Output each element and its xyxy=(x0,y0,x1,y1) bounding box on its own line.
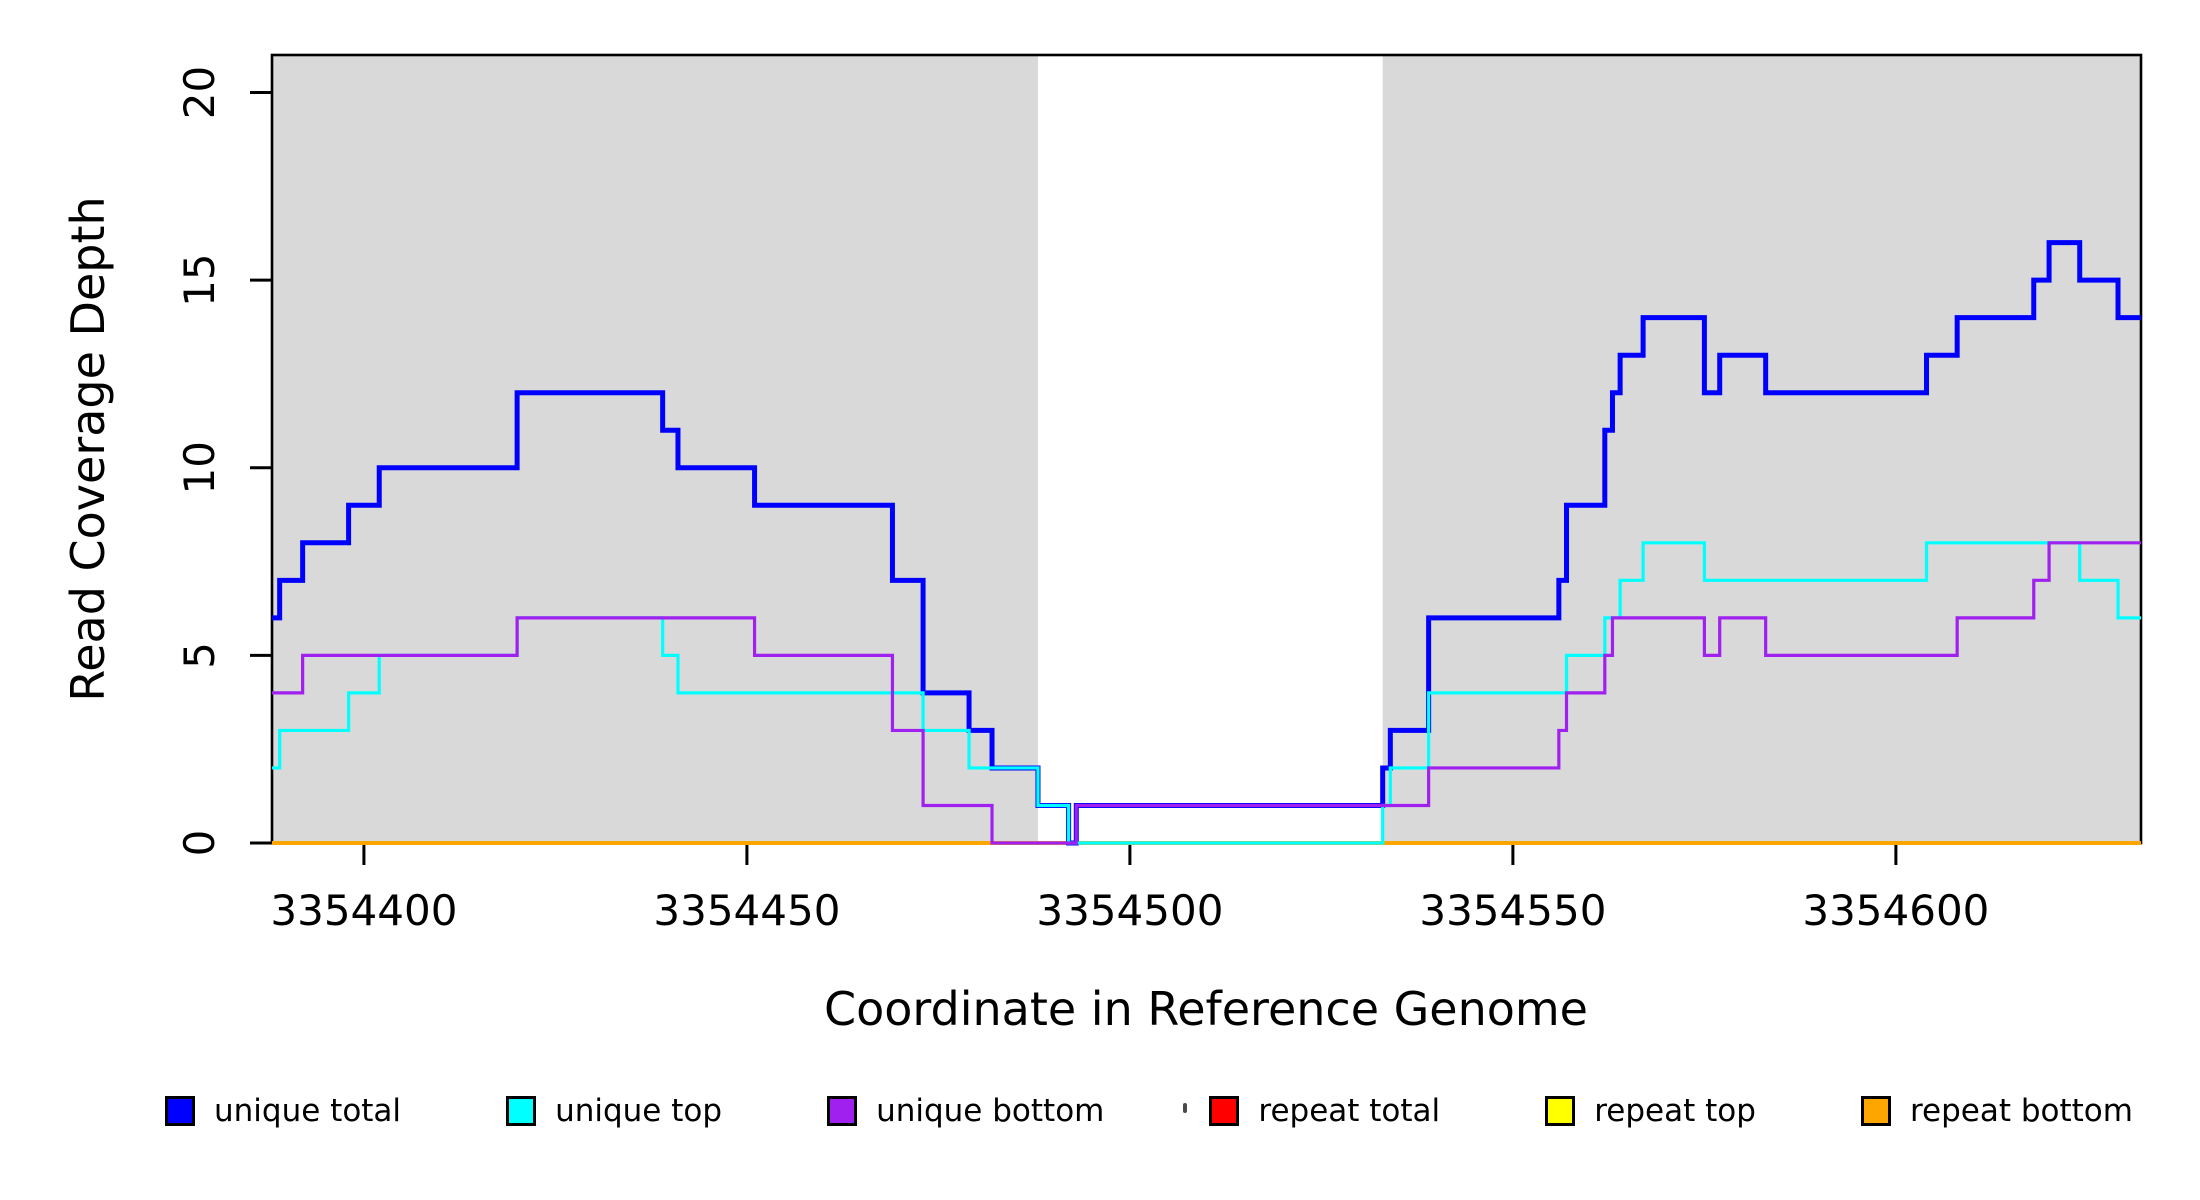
legend-item-unique-total: unique total xyxy=(165,1093,401,1129)
y-axis-tick-label: 20 xyxy=(175,66,224,119)
x-axis-tick-label: 3354600 xyxy=(1802,886,1989,935)
legend-label: unique total xyxy=(214,1093,402,1129)
series-line-unique-bottom xyxy=(272,541,2141,845)
legend-swatch-icon xyxy=(1209,1096,1240,1126)
legend-swatch-icon xyxy=(827,1096,858,1126)
y-axis-tick-label: 10 xyxy=(175,441,224,494)
x-axis-tick-label: 3354550 xyxy=(1419,886,1606,935)
legend-label: repeat total xyxy=(1258,1093,1441,1129)
x-axis-tick-label: 3354500 xyxy=(1036,886,1223,935)
legend-item-unique-top: unique top xyxy=(506,1093,722,1129)
x-axis-tick-label: 3354450 xyxy=(653,886,840,935)
y-axis-tick-label: 15 xyxy=(175,253,224,306)
x-axis-title: Coordinate in Reference Genome xyxy=(824,982,1588,1036)
y-axis-tick-label: 5 xyxy=(175,642,224,669)
legend-item-repeat-total: repeat total xyxy=(1209,1093,1440,1129)
covered-region-highlight xyxy=(1382,55,2141,843)
legend-item-unique-bottom: unique bottom xyxy=(827,1093,1104,1129)
y-axis-tick-label: 0 xyxy=(175,830,224,857)
x-axis-tick-label: 3354400 xyxy=(270,886,457,935)
legend-label: repeat top xyxy=(1594,1093,1756,1129)
legend-swatch-icon xyxy=(1860,1096,1891,1126)
legend-swatch-icon xyxy=(165,1096,195,1126)
covered-region-highlight xyxy=(272,55,1038,843)
legend-item-repeat-bottom: repeat bottom xyxy=(1860,1093,2133,1129)
legend-label: repeat bottom xyxy=(1909,1093,2133,1129)
legend: unique total unique top unique bottom repea… xyxy=(165,1093,2133,1129)
legend-swatch-icon xyxy=(1545,1096,1576,1126)
y-axis-title: Read Coverage Depth xyxy=(61,196,115,702)
legend-item-repeat-top: repeat top xyxy=(1545,1093,1756,1129)
legend-swatch-icon xyxy=(506,1096,537,1126)
legend-stray-mark xyxy=(1183,1103,1187,1113)
legend-label: unique bottom xyxy=(876,1093,1105,1129)
legend-label: unique top xyxy=(555,1093,723,1129)
series-line-unique-total xyxy=(272,240,2141,846)
